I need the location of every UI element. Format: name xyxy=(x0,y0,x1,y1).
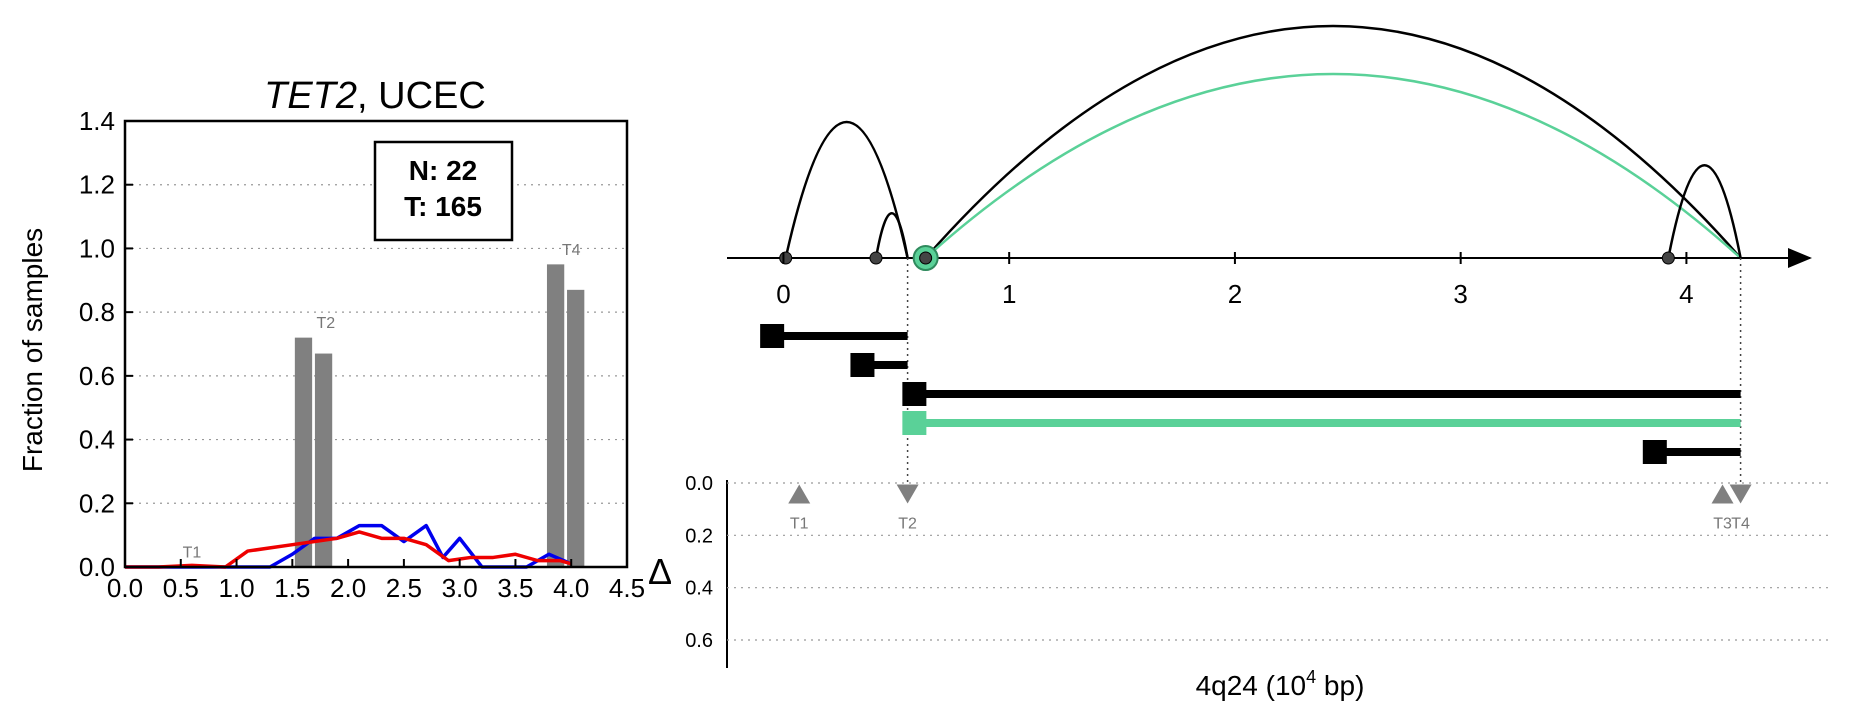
delta-tick-label: 0.4 xyxy=(685,578,713,600)
x-ticks: 0 1 2 3 4 xyxy=(776,252,1694,309)
bar xyxy=(546,264,565,567)
axis-arrow-icon xyxy=(1788,248,1812,268)
x-tick-label: 0.5 xyxy=(163,573,199,603)
title-gene: TET2 xyxy=(264,75,357,117)
x-axis-label-exp: 4 xyxy=(1306,667,1316,687)
isoform-start xyxy=(902,382,927,406)
marker-label: T4 xyxy=(1731,515,1750,532)
junction-arc xyxy=(924,72,1742,259)
x-tick-label: 3.0 xyxy=(442,573,478,603)
y-tick-label: 0.6 xyxy=(79,361,115,391)
marker-label: T2 xyxy=(898,515,917,532)
splice-site xyxy=(779,251,793,265)
bars xyxy=(294,264,585,567)
site-label: T4 xyxy=(562,242,581,259)
left-bar-chart: TET2, UCEC Fraction of samples T1 T2 T4 0.… xyxy=(17,75,645,603)
junction-arc xyxy=(1667,164,1742,259)
junction-arcs xyxy=(784,24,1742,259)
dotted-guides xyxy=(906,258,1742,484)
isoform-start xyxy=(760,324,785,348)
x-tick-label: 1.0 xyxy=(218,573,254,603)
legend-t: T: 165 xyxy=(404,191,482,222)
y-tick-label: 0.0 xyxy=(79,552,115,582)
x-tick-label: 1.5 xyxy=(274,573,310,603)
delta-tick-label: 0.0 xyxy=(685,473,713,495)
plot-frame xyxy=(123,119,629,569)
delta-tick-label: 0.6 xyxy=(685,630,713,652)
bar xyxy=(294,337,313,567)
bar xyxy=(314,353,333,567)
marker-down-icon xyxy=(1729,484,1752,504)
marker-label: T3 xyxy=(1713,515,1732,532)
x-tick-label: 2 xyxy=(1228,279,1242,309)
isoform-segments xyxy=(760,324,1741,464)
y-tick-label: 0.4 xyxy=(79,425,115,455)
series-line xyxy=(125,530,572,569)
legend-n: N: 22 xyxy=(409,155,477,186)
x-tick-label: 4 xyxy=(1679,279,1693,309)
splice-site xyxy=(1661,251,1675,265)
site-label: T1 xyxy=(183,544,202,561)
site-markers: T1 T2 T3 T4 xyxy=(788,484,1752,532)
splice-site xyxy=(919,251,933,265)
marker-down-icon xyxy=(896,484,919,504)
y-axis-label: Fraction of samples xyxy=(17,228,48,472)
isoform-start xyxy=(1642,440,1667,464)
y-tick-label: 1.2 xyxy=(79,170,115,200)
site-label: T2 xyxy=(316,315,335,332)
x-tick-label: 2.0 xyxy=(330,573,366,603)
marker-label: T1 xyxy=(790,515,809,532)
right-structure-diagram: 0 1 2 3 4 Δ 0.0 0.2 0.4 0.6 T1 T2 T3 T4 4q24 (104 … xyxy=(648,24,1830,701)
x-ticks: 0.0 0.5 1.0 1.5 2.0 2.5 3.0 3.5 4.0 4.5 xyxy=(107,559,645,603)
isoform-start xyxy=(850,353,875,377)
x-tick-label: 2.5 xyxy=(386,573,422,603)
title-cohort: , UCEC xyxy=(357,75,486,117)
y-tick-label: 0.8 xyxy=(79,297,115,327)
x-axis-label-pre: 4q24 (10 xyxy=(1196,670,1307,701)
x-tick-label: 0.0 xyxy=(107,573,143,603)
bar xyxy=(567,289,585,567)
x-axis-label-post: bp) xyxy=(1316,670,1364,701)
splice-site xyxy=(869,251,883,265)
junction-arc xyxy=(874,211,909,259)
marker-up-icon xyxy=(1711,484,1734,504)
marker-up-icon xyxy=(788,484,811,504)
x-tick-label: 3.5 xyxy=(497,573,533,603)
x-tick-label: 4.0 xyxy=(553,573,589,603)
delta-panel: Δ 0.0 0.2 0.4 0.6 xyxy=(648,473,1830,668)
x-tick-label: 1 xyxy=(1002,279,1016,309)
x-axis-label: 4q24 (104 bp) xyxy=(1196,667,1365,701)
y-tick-label: 1.0 xyxy=(79,233,115,263)
x-tick-label: 0 xyxy=(776,279,790,309)
y-tick-label: 1.4 xyxy=(79,106,115,136)
delta-label: Δ xyxy=(648,551,672,592)
x-tick-label: 4.5 xyxy=(609,573,645,603)
site-labels: T1 T2 T4 xyxy=(183,242,581,562)
junction-arc xyxy=(784,121,909,259)
chart-title: TET2, UCEC xyxy=(264,75,486,117)
x-tick-label: 3 xyxy=(1453,279,1467,309)
delta-tick-label: 0.2 xyxy=(685,525,713,547)
y-tick-label: 0.2 xyxy=(79,488,115,518)
legend-box: N: 22 T: 165 xyxy=(373,140,514,242)
isoform-start xyxy=(902,411,927,435)
y-ticks: 0.0 0.2 0.4 0.6 0.8 1.0 1.2 1.4 xyxy=(79,106,133,582)
legend-frame xyxy=(373,140,514,242)
junction-arc xyxy=(924,24,1742,259)
